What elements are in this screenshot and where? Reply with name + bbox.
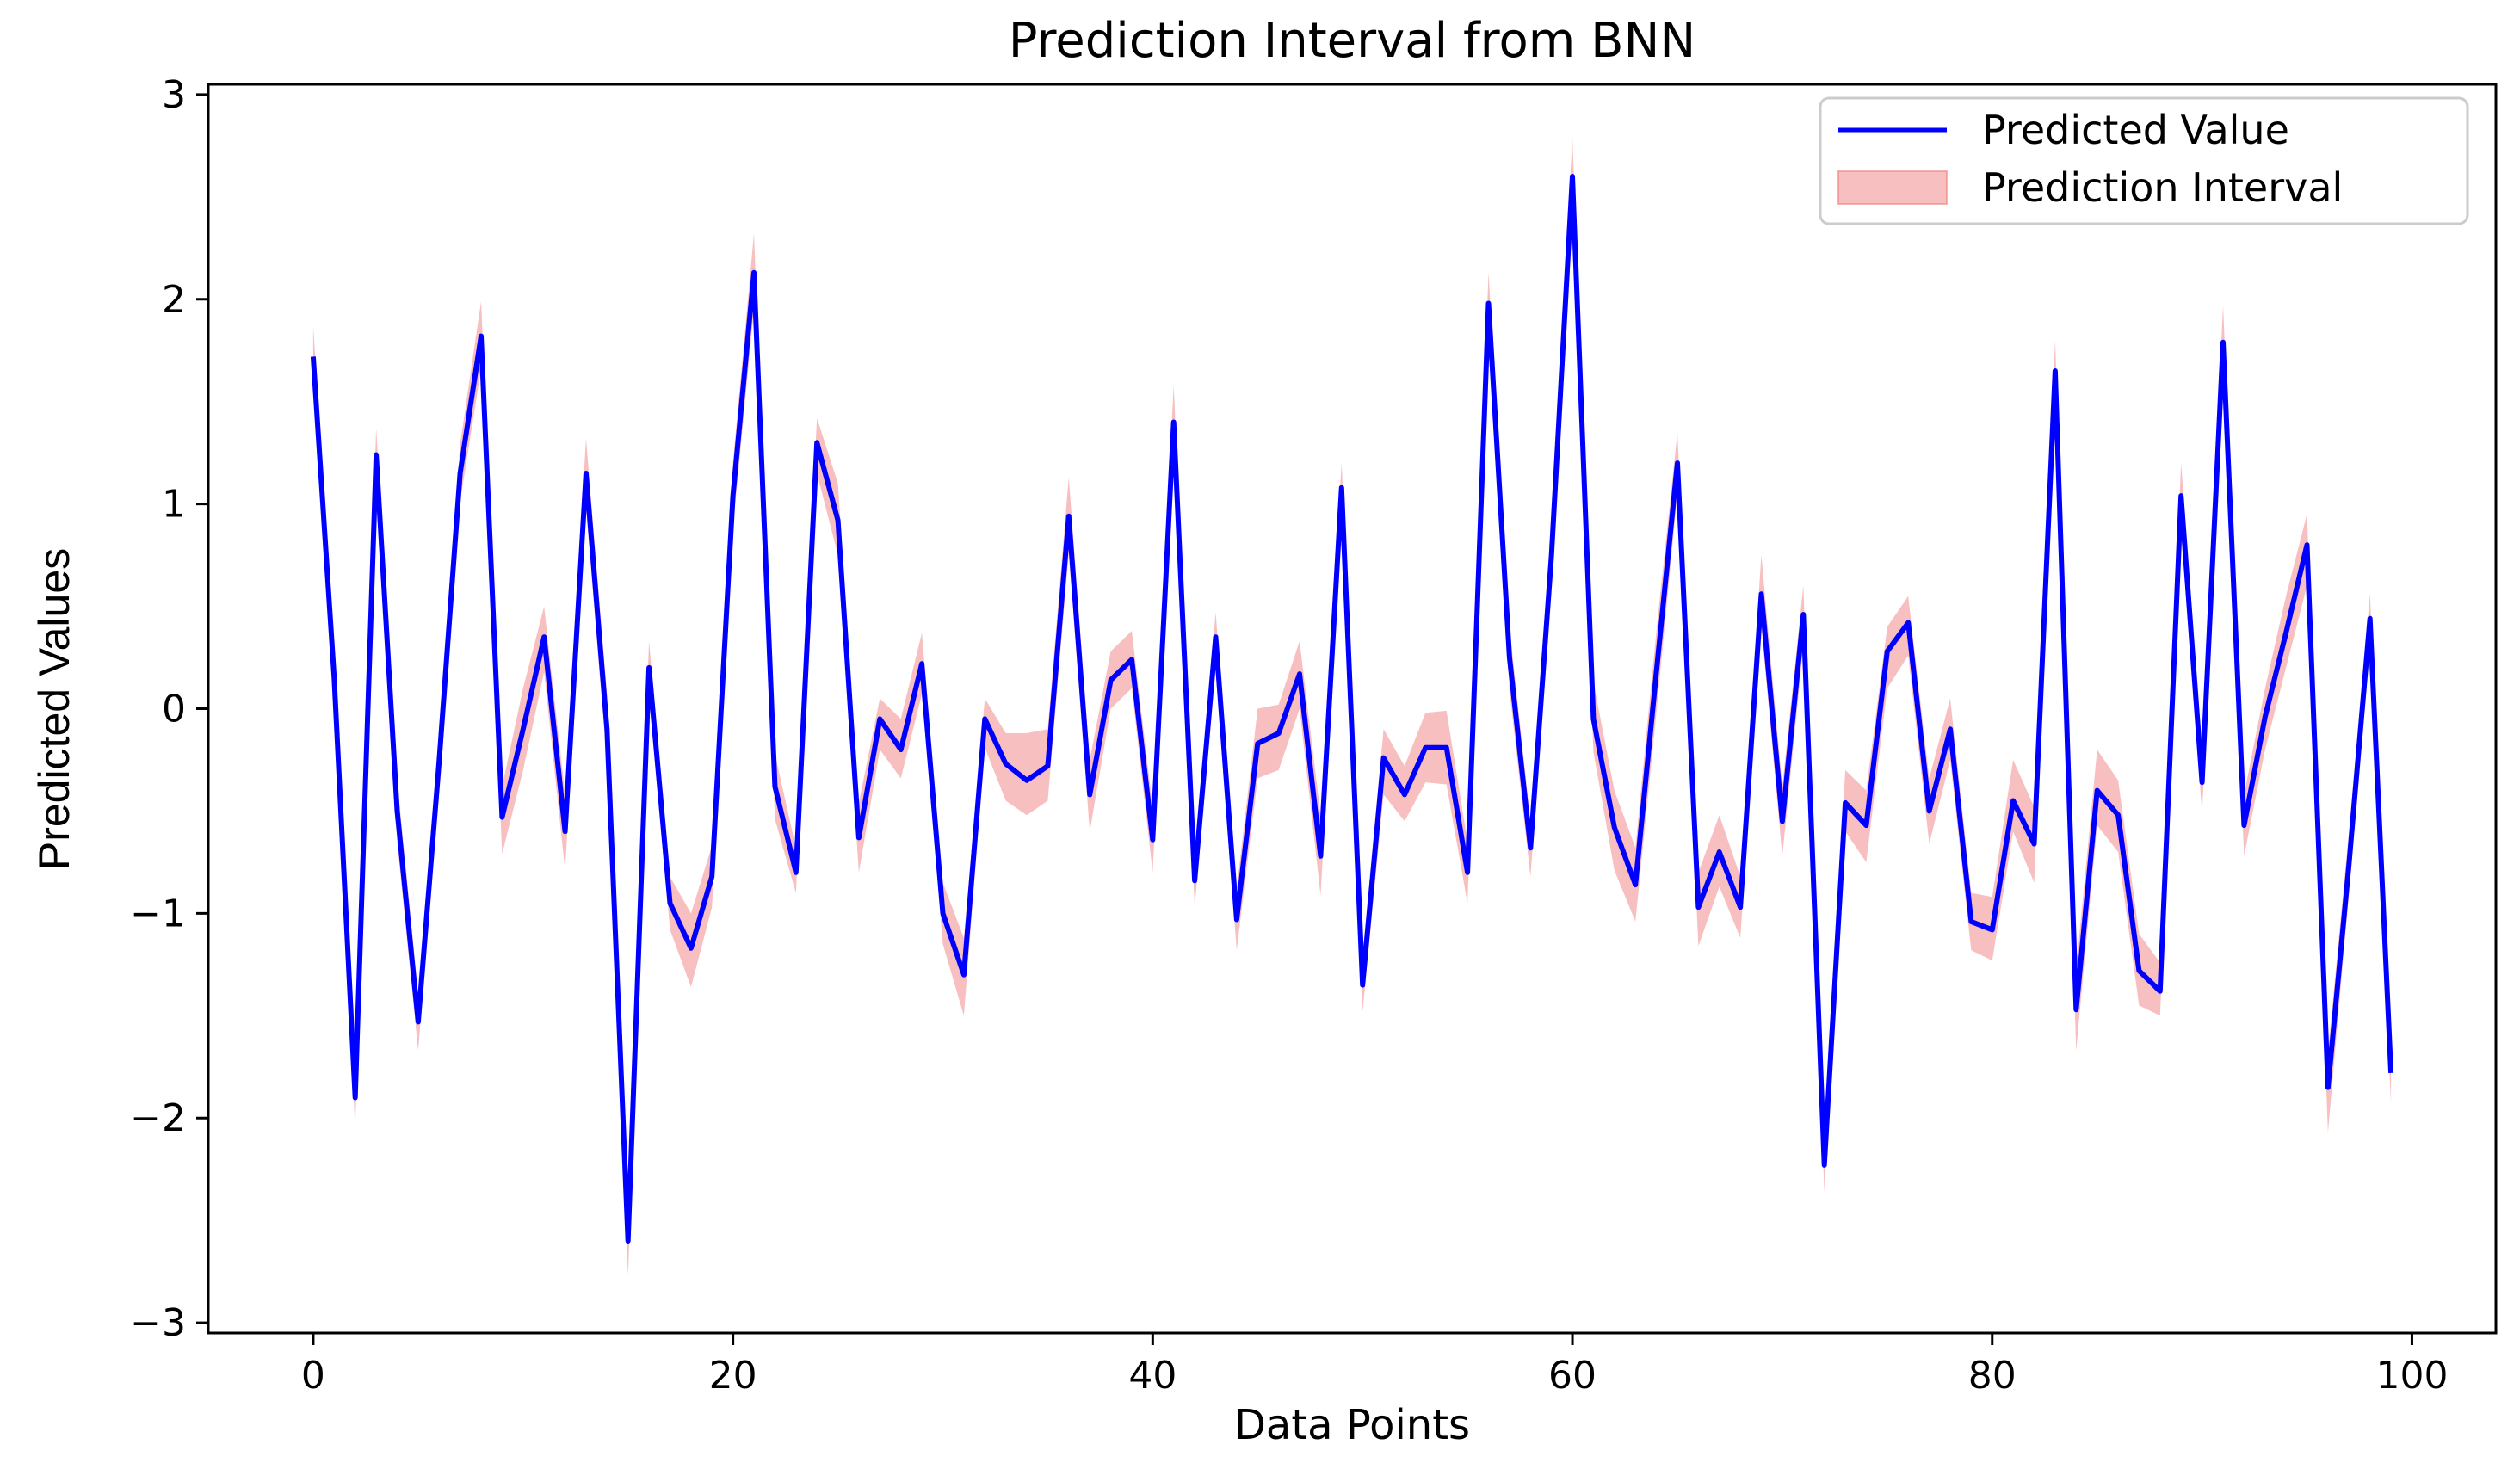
- chart-title: Prediction Interval from BNN: [1009, 13, 1696, 69]
- y-tick-label: −1: [130, 892, 186, 935]
- y-tick-label: 3: [162, 73, 186, 117]
- y-tick-label: −3: [130, 1301, 186, 1345]
- legend-label-prediction-interval: Prediction Interval: [1982, 164, 2343, 211]
- y-tick-label: 2: [162, 278, 186, 322]
- ticks: 0 20 40 60 80 100 −3 −2 −1 0 1 2 3: [130, 73, 2448, 1398]
- legend-label-predicted-value: Predicted Value: [1982, 107, 2289, 153]
- x-tick-label: 60: [1548, 1354, 1597, 1398]
- y-tick-label: −2: [130, 1096, 186, 1140]
- legend-frame: [1819, 96, 2469, 225]
- y-tick-label: 1: [162, 483, 186, 527]
- predicted-value-line: [310, 174, 2394, 1244]
- legend: Predicted Value Prediction Interval: [1819, 96, 2469, 225]
- x-tick-label: 0: [301, 1354, 325, 1398]
- y-tick-label: 0: [162, 688, 186, 731]
- predicted-value-line-layer: [310, 174, 2394, 1244]
- x-tick-label: 80: [1968, 1354, 2017, 1398]
- x-tick-label: 40: [1128, 1354, 1177, 1398]
- x-tick-label: 20: [709, 1354, 757, 1398]
- x-axis-label: Data Points: [1234, 1401, 1470, 1449]
- y-axis-label: Predicted Values: [30, 548, 78, 870]
- x-tick-label: 100: [2375, 1354, 2448, 1398]
- legend-band-swatch: [1838, 170, 1948, 205]
